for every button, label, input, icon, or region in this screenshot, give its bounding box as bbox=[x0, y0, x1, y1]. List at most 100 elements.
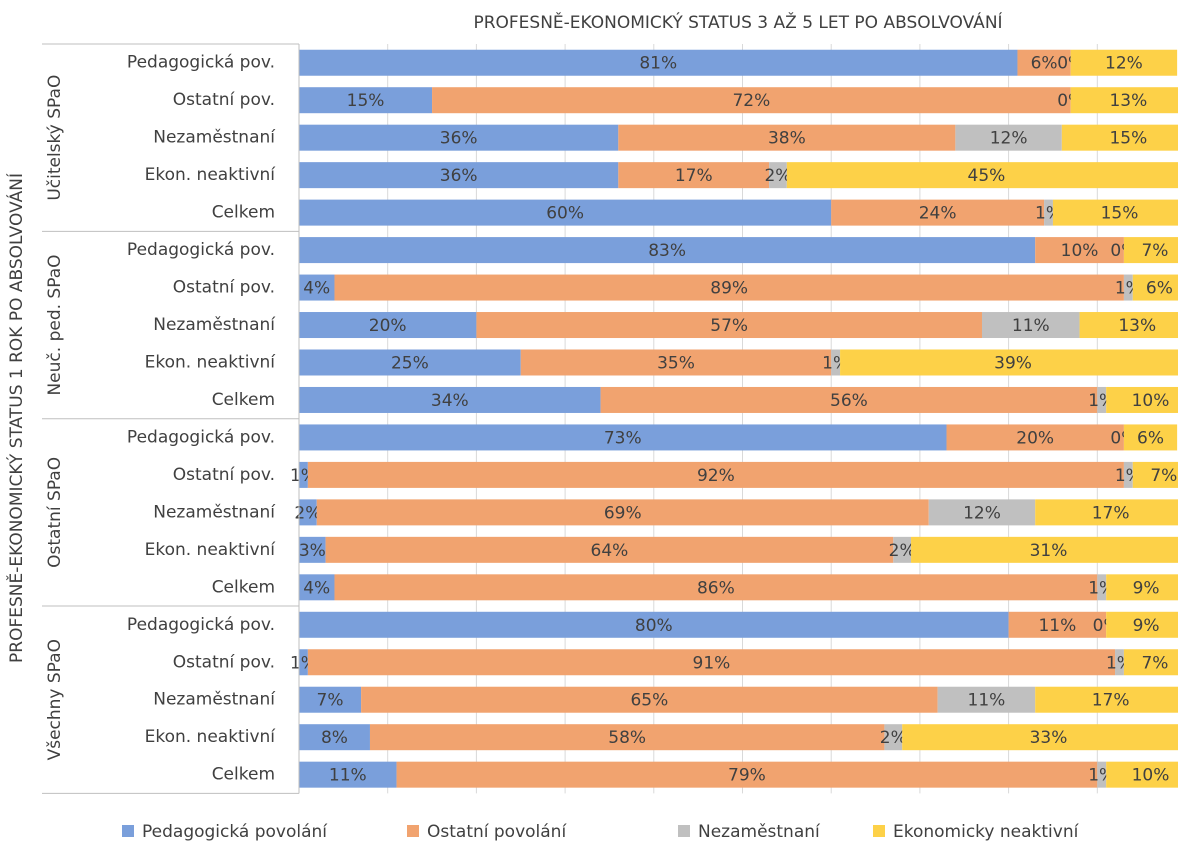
bar-segment bbox=[299, 199, 832, 226]
data-label: 20% bbox=[1016, 428, 1054, 448]
legend-label: Ekonomicky neaktivní bbox=[893, 822, 1080, 842]
bar-segment bbox=[786, 162, 1178, 189]
data-label: 8% bbox=[321, 728, 348, 748]
legend-swatch bbox=[873, 825, 885, 837]
data-label: 72% bbox=[732, 91, 770, 111]
data-label: 13% bbox=[1109, 91, 1147, 111]
data-label: 45% bbox=[968, 166, 1006, 186]
data-label: 2% bbox=[889, 541, 916, 561]
bar-segment bbox=[1106, 611, 1178, 638]
data-label: 17% bbox=[675, 166, 713, 186]
legend-swatch bbox=[407, 825, 419, 837]
data-label: 2% bbox=[764, 166, 791, 186]
data-label: 20% bbox=[369, 316, 407, 336]
y-tick-label: Pedagogická pov. bbox=[127, 240, 275, 260]
bar-segment bbox=[1097, 574, 1107, 601]
data-label: 7% bbox=[317, 691, 344, 711]
data-label: 34% bbox=[431, 391, 469, 411]
bar-segment bbox=[299, 49, 1018, 76]
bar-segment bbox=[769, 162, 787, 189]
y-tick-label: Ostatní pov. bbox=[173, 465, 275, 485]
data-label: 11% bbox=[968, 691, 1006, 711]
bar-segment bbox=[1132, 274, 1178, 301]
data-label: 13% bbox=[1118, 316, 1156, 336]
bar-segment bbox=[299, 274, 335, 301]
bar-segment bbox=[1123, 649, 1178, 676]
y-tick-label: Ekon. neaktivní bbox=[145, 727, 277, 747]
bar-segment bbox=[520, 349, 832, 376]
legend-label: Nezaměstnaní bbox=[698, 822, 821, 842]
bar-segment bbox=[299, 761, 397, 788]
y-tick-label: Celkem bbox=[212, 577, 275, 597]
bar-segment bbox=[902, 724, 1178, 751]
data-label: 15% bbox=[1101, 204, 1139, 224]
y-tick-label: Ostatní pov. bbox=[173, 652, 275, 672]
y-tick-label: Ekon. neaktivní bbox=[145, 540, 277, 560]
bar-segment bbox=[1035, 499, 1178, 526]
y-tick-label: Celkem bbox=[212, 765, 275, 785]
bar-segment bbox=[1115, 649, 1124, 676]
bar-segment bbox=[299, 611, 1009, 638]
bar-segment bbox=[299, 87, 433, 114]
legend-label: Pedagogická povolání bbox=[142, 822, 328, 842]
data-label: 6% bbox=[1137, 428, 1164, 448]
bar-segment bbox=[334, 274, 1124, 301]
data-label: 6% bbox=[1146, 279, 1173, 299]
bar-segment bbox=[299, 162, 619, 189]
bar-segment bbox=[1106, 761, 1178, 788]
data-label: 31% bbox=[1030, 541, 1068, 561]
chart-title: PROFESNĚ-EKONOMICKÝ STATUS 3 AŽ 5 LET PO… bbox=[473, 11, 1002, 33]
data-label: 33% bbox=[1030, 728, 1068, 748]
bar-segment bbox=[884, 724, 903, 751]
data-label: 9% bbox=[1133, 578, 1160, 598]
data-label: 10% bbox=[1132, 766, 1170, 786]
group-label: Ostatní SPaO bbox=[45, 457, 65, 568]
y-tick-label: Celkem bbox=[212, 203, 275, 223]
data-label: 4% bbox=[303, 578, 330, 598]
bar-segment bbox=[476, 312, 982, 339]
bar-segment bbox=[618, 124, 956, 151]
y-tick-label: Nezaměstnaní bbox=[153, 502, 276, 522]
bar-segment bbox=[1035, 237, 1124, 264]
bar-segment bbox=[831, 349, 841, 376]
data-label: 9% bbox=[1133, 616, 1160, 636]
bar-segment bbox=[1079, 312, 1178, 339]
bar-segment bbox=[937, 686, 1036, 713]
bar-segment bbox=[600, 386, 1098, 413]
data-label: 81% bbox=[639, 54, 677, 74]
data-label: 58% bbox=[608, 728, 646, 748]
bar-segment bbox=[299, 237, 1036, 264]
bar-segment bbox=[893, 536, 912, 563]
group-label: Učitelský SPaO bbox=[45, 75, 65, 201]
data-label: 6% bbox=[1031, 54, 1058, 74]
bar-segment bbox=[299, 386, 601, 413]
y-tick-label: Nezaměstnaní bbox=[153, 690, 276, 710]
data-label: 15% bbox=[347, 91, 385, 111]
data-label: 89% bbox=[710, 279, 748, 299]
data-label: 69% bbox=[604, 503, 642, 523]
bar-segment bbox=[299, 499, 317, 526]
y-tick-label: Pedagogická pov. bbox=[127, 427, 275, 447]
data-label: 73% bbox=[604, 428, 642, 448]
group-label: Všechny SPaO bbox=[45, 639, 65, 760]
y-tick-label: Ekon. neaktivní bbox=[145, 352, 277, 372]
bar-segment bbox=[316, 499, 929, 526]
bar-segment bbox=[831, 199, 1045, 226]
bar-segment bbox=[361, 686, 938, 713]
bar-segment bbox=[299, 536, 326, 563]
data-label: 17% bbox=[1092, 691, 1130, 711]
data-label: 2% bbox=[880, 728, 907, 748]
bar-segment bbox=[299, 349, 521, 376]
data-label: 57% bbox=[710, 316, 748, 336]
bar-segment bbox=[1097, 386, 1107, 413]
bar-segment bbox=[299, 574, 335, 601]
bar-segment bbox=[928, 499, 1036, 526]
data-label: 12% bbox=[1105, 54, 1143, 74]
data-label: 10% bbox=[1132, 391, 1170, 411]
bar-segment bbox=[299, 686, 362, 713]
bar-segment bbox=[1052, 199, 1178, 226]
bar-segment bbox=[369, 724, 885, 751]
bar-segment bbox=[1123, 274, 1133, 301]
bar-segment bbox=[1106, 386, 1178, 413]
